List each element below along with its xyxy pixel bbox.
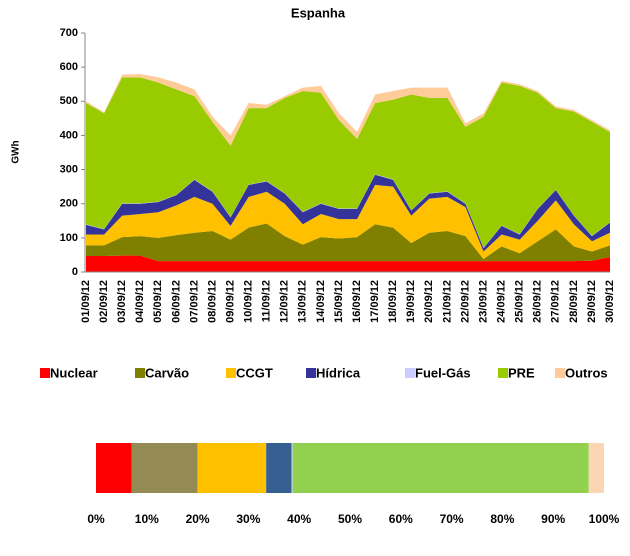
legend-swatch xyxy=(498,368,508,378)
x-tick-label: 12/09/12 xyxy=(279,280,291,323)
x-tick-label: 28/09/12 xyxy=(568,280,580,323)
legend-label: PRE xyxy=(508,365,535,380)
bar-segment xyxy=(96,443,132,493)
legend-swatch xyxy=(135,368,145,378)
x-tick-label: 50% xyxy=(338,512,362,526)
x-tick-label: 27/09/12 xyxy=(550,280,562,323)
x-tick-label: 19/09/12 xyxy=(405,280,417,323)
area xyxy=(86,77,610,248)
y-tick-label: 700 xyxy=(60,27,78,39)
x-tick-label: 16/09/12 xyxy=(351,280,363,323)
x-tick-label: 07/09/12 xyxy=(188,280,200,323)
x-tick-label: 21/09/12 xyxy=(441,280,453,323)
area xyxy=(86,73,610,146)
x-tick-label: 30/09/12 xyxy=(604,280,616,323)
bar-segment xyxy=(588,443,604,493)
area xyxy=(86,184,610,260)
bar-segment xyxy=(292,443,589,493)
legend-swatch xyxy=(226,368,236,378)
x-tick-label: 90% xyxy=(541,512,565,526)
x-tick-label: 100% xyxy=(589,512,620,526)
x-tick-label: 22/09/12 xyxy=(459,280,471,323)
x-tick-label: 10% xyxy=(135,512,159,526)
legend-label: Outros xyxy=(565,365,608,380)
chart-title: Espanha xyxy=(291,5,346,20)
y-tick-label: 300 xyxy=(60,163,78,175)
legend-label: Hídrica xyxy=(316,365,361,380)
legend-swatch xyxy=(306,368,316,378)
x-tick-label: 14/09/12 xyxy=(315,280,327,323)
x-tick-label: 09/09/12 xyxy=(224,280,236,323)
bar-segment xyxy=(131,443,198,493)
x-tick-label: 08/09/12 xyxy=(206,280,218,323)
x-tick-label: 05/09/12 xyxy=(152,280,164,323)
x-tick-label: 30% xyxy=(236,512,260,526)
x-tick-label: 26/09/12 xyxy=(532,280,544,323)
bar-segment xyxy=(197,443,267,493)
area xyxy=(86,255,610,272)
x-tick-label: 10/09/12 xyxy=(243,280,255,323)
x-tick-label: 20/09/12 xyxy=(423,280,435,323)
x-tick-label: 20% xyxy=(186,512,210,526)
legend-swatch xyxy=(555,368,565,378)
bar-segment xyxy=(266,443,292,493)
area xyxy=(86,174,610,252)
y-tick-label: 600 xyxy=(60,61,78,73)
legend-label: Carvão xyxy=(145,365,189,380)
x-tick-label: 01/09/12 xyxy=(80,280,92,323)
x-tick-label: 70% xyxy=(440,512,464,526)
x-tick-label: 25/09/12 xyxy=(514,280,526,323)
x-tick-label: 18/09/12 xyxy=(387,280,399,323)
x-tick-label: 60% xyxy=(389,512,413,526)
y-tick-label: 0 xyxy=(72,266,78,278)
x-tick-label: 17/09/12 xyxy=(369,280,381,323)
y-tick-label: 500 xyxy=(60,95,78,107)
legend-label: CCGT xyxy=(236,365,273,380)
legend-label: Fuel-Gás xyxy=(415,365,471,380)
area xyxy=(86,223,610,262)
legend-label: Nuclear xyxy=(50,365,98,380)
legend-swatch xyxy=(405,368,415,378)
x-tick-label: 40% xyxy=(287,512,311,526)
x-tick-label: 03/09/12 xyxy=(116,280,128,323)
x-tick-label: 24/09/12 xyxy=(495,280,507,323)
x-tick-label: 80% xyxy=(490,512,514,526)
x-tick-label: 15/09/12 xyxy=(333,280,345,323)
x-tick-label: 0% xyxy=(87,512,105,526)
y-tick-label: 400 xyxy=(60,129,78,141)
legend-swatch xyxy=(40,368,50,378)
x-tick-label: 06/09/12 xyxy=(170,280,182,323)
x-tick-label: 23/09/12 xyxy=(477,280,489,323)
y-axis-label: GWh xyxy=(11,140,22,163)
bar-segment xyxy=(291,443,293,493)
y-tick-label: 200 xyxy=(60,198,78,210)
y-tick-label: 100 xyxy=(60,232,78,244)
x-tick-label: 02/09/12 xyxy=(98,280,110,323)
x-tick-label: 29/09/12 xyxy=(586,280,598,323)
x-tick-label: 04/09/12 xyxy=(134,280,146,323)
x-tick-label: 11/09/12 xyxy=(261,280,273,322)
x-tick-label: 13/09/12 xyxy=(297,280,309,323)
